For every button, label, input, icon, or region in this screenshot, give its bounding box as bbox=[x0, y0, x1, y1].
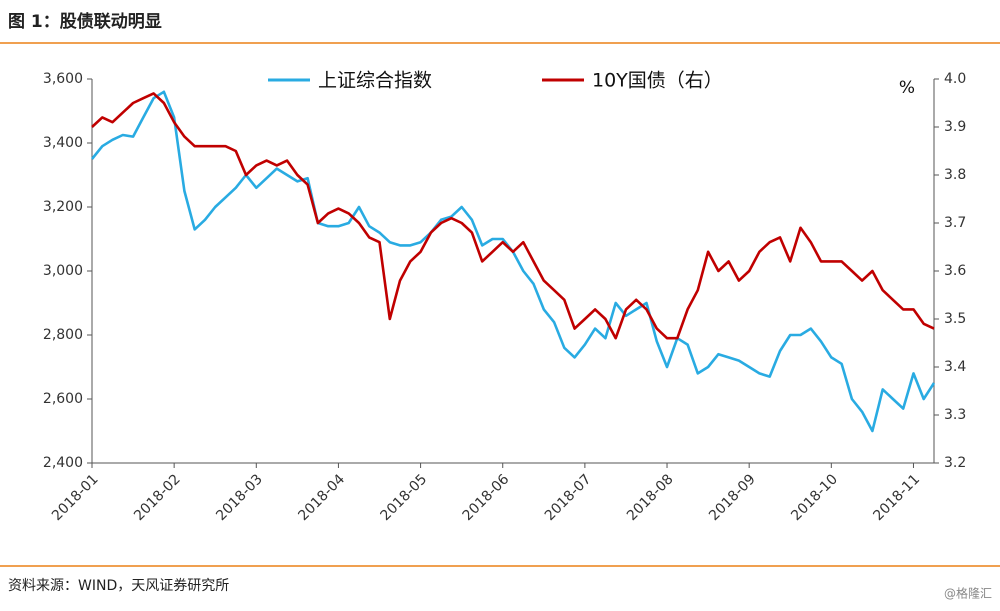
y2-unit: % bbox=[899, 78, 915, 98]
y-tick-label: 3,000 bbox=[43, 263, 83, 279]
x-tick-label: 2018-07 bbox=[542, 471, 595, 524]
x-tick-label: 2018-10 bbox=[788, 471, 841, 524]
x-tick-label: 2018-11 bbox=[870, 471, 923, 524]
y-tick-label: 2,600 bbox=[43, 391, 83, 407]
x-tick-label: 2018-01 bbox=[49, 471, 102, 524]
x-tick-label: 2018-03 bbox=[213, 471, 266, 524]
y2-tick-label: 3.3 bbox=[944, 407, 966, 423]
y2-tick-label: 3.6 bbox=[944, 263, 966, 279]
y2-tick-label: 3.5 bbox=[944, 311, 966, 327]
y-tick-label: 2,800 bbox=[43, 327, 83, 343]
y-tick-label: 2,400 bbox=[43, 455, 83, 471]
legend-label: 10Y国债（右） bbox=[592, 70, 723, 92]
series-line bbox=[91, 92, 935, 340]
y2-tick-label: 3.4 bbox=[944, 359, 966, 375]
y2-tick-label: 3.2 bbox=[944, 455, 966, 471]
x-tick-label: 2018-05 bbox=[378, 471, 431, 524]
source: 资料来源：WIND，天风证券研究所 bbox=[8, 578, 229, 594]
y2-tick-label: 4.0 bbox=[944, 71, 966, 87]
y-tick-label: 3,600 bbox=[43, 71, 83, 87]
legend-label: 上证综合指数 bbox=[318, 70, 432, 92]
watermark: @格隆汇 bbox=[944, 586, 992, 601]
x-tick-label: 2018-06 bbox=[460, 471, 513, 524]
x-tick-label: 2018-04 bbox=[295, 471, 348, 524]
y-tick-label: 3,200 bbox=[43, 199, 83, 215]
chart-title: 图 1：股债联动明显 bbox=[8, 11, 162, 32]
y2-tick-label: 3.7 bbox=[944, 215, 966, 231]
y-tick-label: 3,400 bbox=[43, 135, 83, 151]
y2-tick-label: 3.9 bbox=[944, 119, 966, 135]
x-tick-label: 2018-02 bbox=[131, 471, 184, 524]
series-line bbox=[90, 90, 936, 433]
y2-tick-label: 3.8 bbox=[944, 167, 966, 183]
x-tick-label: 2018-08 bbox=[624, 471, 677, 524]
x-tick-label: 2018-09 bbox=[706, 471, 759, 524]
